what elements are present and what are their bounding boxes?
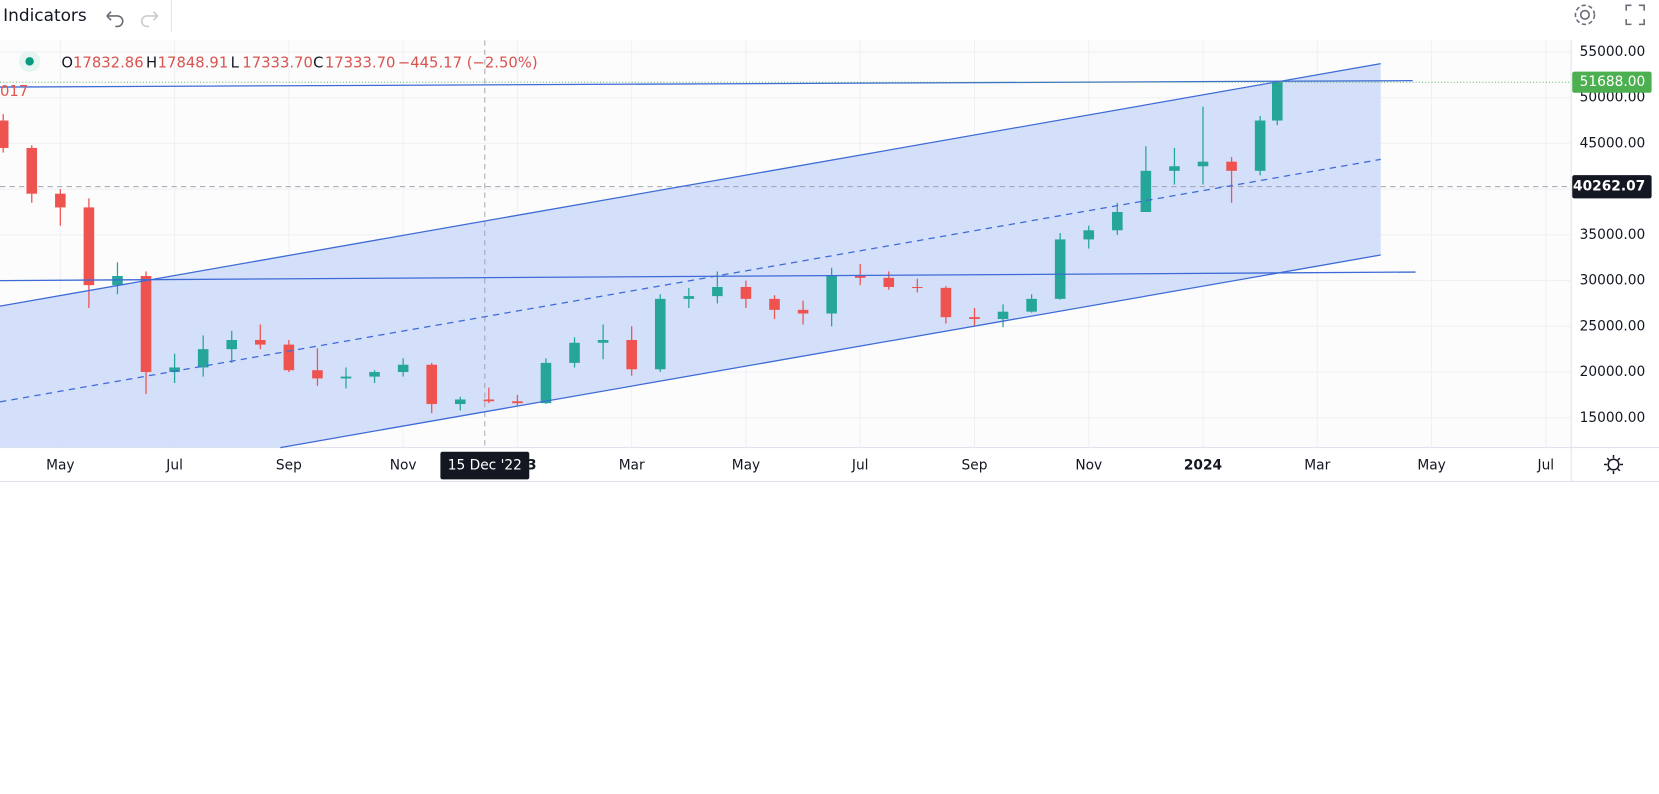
last-price-label: 51688.00 bbox=[1580, 74, 1646, 90]
candle-body bbox=[454, 399, 466, 405]
candle-body bbox=[112, 276, 123, 286]
x-tick-label: Sep bbox=[276, 458, 302, 474]
legend-change: −445.17 (−2.50%) bbox=[398, 55, 538, 72]
undo[interactable] bbox=[106, 11, 124, 28]
candle-body bbox=[397, 364, 409, 373]
legend-key: H bbox=[146, 55, 157, 72]
candle-body bbox=[1140, 170, 1152, 212]
legend-value: 17333.70 bbox=[325, 55, 396, 72]
candle-body bbox=[540, 362, 552, 404]
legend-key: O bbox=[61, 55, 73, 72]
legend-key: L bbox=[231, 55, 240, 72]
candle-body bbox=[912, 286, 923, 289]
candle-body bbox=[769, 298, 780, 310]
y-tick-label: 45000.00 bbox=[1580, 135, 1646, 151]
crosshair-price-label: 40262.07 bbox=[1573, 179, 1645, 195]
candle-body bbox=[512, 401, 523, 404]
candle-body bbox=[226, 340, 238, 350]
crosshair-time-tag bbox=[440, 451, 530, 480]
candle-body bbox=[1083, 230, 1095, 240]
candle-body bbox=[83, 207, 95, 286]
candle-body bbox=[197, 349, 209, 368]
x-tick-label: Jul bbox=[851, 458, 869, 474]
candle-body bbox=[683, 296, 695, 299]
candle-body bbox=[654, 298, 666, 370]
candle-body bbox=[797, 309, 809, 314]
x-tick-label: 2024 bbox=[1184, 458, 1222, 474]
candle-body bbox=[940, 287, 952, 318]
candle-body bbox=[0, 120, 9, 148]
y-tick-label: 25000.00 bbox=[1580, 318, 1646, 334]
candle-body bbox=[55, 193, 66, 208]
axis-settings[interactable] bbox=[1603, 454, 1624, 475]
candle-body bbox=[1112, 211, 1123, 231]
x-tick-label: May bbox=[732, 458, 760, 474]
x-tick-label: Nov bbox=[1075, 458, 1102, 474]
crosshair-time-label: 15 Dec '22 bbox=[448, 458, 522, 474]
x-tick-label: Jul bbox=[165, 458, 183, 474]
legend-key: C bbox=[313, 55, 323, 72]
candle-body bbox=[1197, 161, 1209, 167]
candle-body bbox=[712, 286, 723, 297]
candle-body bbox=[626, 340, 637, 370]
candle-body bbox=[883, 277, 895, 287]
candle-body bbox=[169, 367, 180, 373]
legend-value: 17848.91 bbox=[158, 55, 229, 72]
candle-body bbox=[1054, 239, 1066, 299]
x-tick-label: Nov bbox=[390, 458, 417, 474]
candle-body bbox=[569, 342, 580, 363]
y-tick-label: 35000.00 bbox=[1580, 227, 1646, 243]
indicators-button[interactable]: Indicators bbox=[3, 5, 87, 25]
channel-lower bbox=[280, 254, 1381, 449]
channel-middle bbox=[0, 158, 1381, 403]
candle-body bbox=[283, 344, 295, 371]
candle-body bbox=[369, 372, 380, 377]
candle-body bbox=[997, 311, 1009, 319]
fullscreen[interactable] bbox=[1625, 4, 1645, 26]
y-tick-label: 50000.00 bbox=[1580, 90, 1646, 106]
candle-body bbox=[854, 276, 866, 278]
legend-value: 17832.86 bbox=[73, 55, 144, 72]
candle-body bbox=[140, 276, 152, 373]
candle-body bbox=[255, 340, 266, 345]
x-tick-label: Sep bbox=[962, 458, 988, 474]
trend-line bbox=[0, 80, 1413, 88]
candle-body bbox=[1271, 82, 1283, 121]
legend-icon-dot bbox=[25, 57, 34, 66]
candle-body bbox=[340, 376, 352, 379]
candle-body bbox=[597, 340, 609, 343]
x-tick-label: Jul bbox=[1537, 458, 1555, 474]
x-tick-label: May bbox=[46, 458, 74, 474]
redo[interactable] bbox=[141, 11, 159, 28]
candle-body bbox=[969, 317, 980, 319]
y-tick-label: 30000.00 bbox=[1580, 273, 1646, 289]
candle-body bbox=[483, 399, 495, 402]
x-tick-label: Mar bbox=[1304, 458, 1330, 474]
candle-body bbox=[1254, 120, 1266, 171]
trend-line bbox=[0, 271, 1416, 282]
candle-body bbox=[1026, 298, 1037, 312]
candle-body bbox=[826, 276, 837, 314]
settings[interactable] bbox=[1574, 4, 1596, 26]
candle-body bbox=[1169, 166, 1180, 171]
channel-upper bbox=[0, 63, 1381, 307]
last-price-tag bbox=[1572, 71, 1652, 93]
crosshair-price-tag bbox=[1572, 175, 1652, 199]
channel-fill bbox=[0, 63, 1381, 448]
candle-body bbox=[426, 364, 437, 405]
legend-value: 17333.70 bbox=[242, 55, 313, 72]
candle-body bbox=[740, 286, 752, 299]
y-tick-label: 15000.00 bbox=[1580, 410, 1646, 426]
x-tick-label: May bbox=[1417, 458, 1445, 474]
y-tick-label: 20000.00 bbox=[1580, 364, 1646, 380]
plot bbox=[0, 40, 1572, 448]
x-tick-label: Mar bbox=[619, 458, 645, 474]
candle-body bbox=[1226, 161, 1237, 171]
candle-body bbox=[312, 370, 323, 379]
y-tick-label: 55000.00 bbox=[1580, 44, 1646, 60]
drawing-label: 017 bbox=[0, 83, 28, 100]
candle-body bbox=[26, 147, 38, 194]
